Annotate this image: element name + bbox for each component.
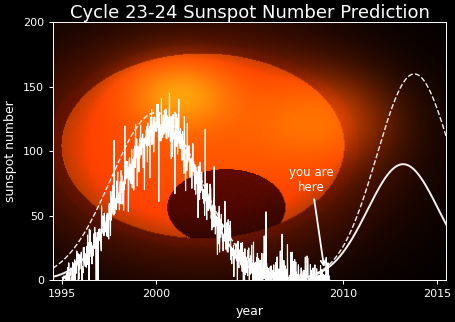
- X-axis label: year: year: [235, 305, 263, 318]
- Title: Cycle 23-24 Sunspot Number Prediction: Cycle 23-24 Sunspot Number Prediction: [70, 4, 429, 22]
- Y-axis label: sunspot number: sunspot number: [4, 100, 17, 202]
- Text: you are
here: you are here: [288, 166, 333, 265]
